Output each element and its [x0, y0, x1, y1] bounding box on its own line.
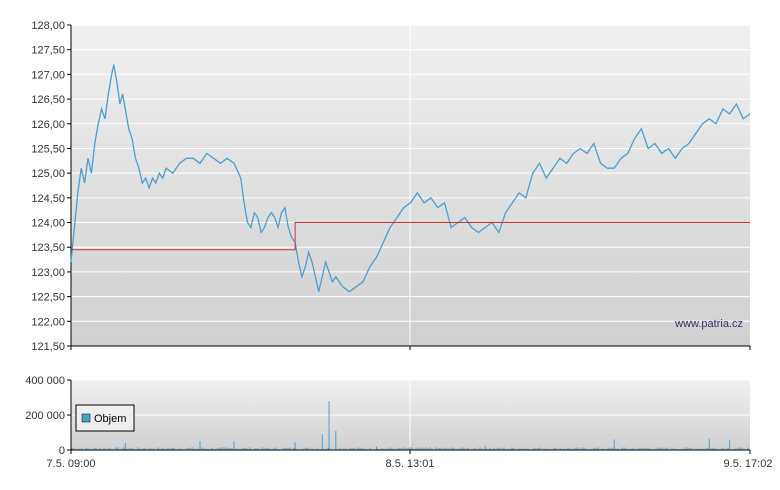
x-tick-label-start: 7.5. 09:00 [47, 458, 96, 470]
x-tick-label-end: 9.5. 17:02 [724, 458, 773, 470]
price-y-tick-label: 124,50 [31, 193, 65, 205]
price-y-tick-label: 127,50 [31, 45, 65, 57]
price-line [70, 64, 751, 293]
legend-swatch [81, 413, 91, 423]
price-y-tick-label: 121,50 [31, 341, 65, 353]
volume-y-tick-label: 200 000 [25, 410, 65, 422]
price-y-tick-label: 126,50 [31, 94, 65, 106]
price-y-tick-label: 122,00 [31, 316, 65, 328]
price-grid [67, 24, 750, 347]
price-y-tick-label: 126,00 [31, 119, 65, 131]
volume-panel: 400 000 200 000 0 Objem 7.5. 09:00 8.5. 13… [25, 375, 772, 470]
legend-label: Objem [94, 413, 126, 425]
price-series [70, 64, 751, 293]
price-y-tick-label: 125,50 [31, 143, 65, 155]
volume-y-tick-label: 0 [59, 445, 65, 457]
reference-line [71, 222, 750, 251]
price-y-tick-label: 128,00 [31, 20, 65, 32]
price-y-tick-label: 124,00 [31, 218, 65, 230]
price-y-tick-label: 123,50 [31, 242, 65, 254]
watermark: www.patria.cz [674, 318, 743, 330]
x-tick-label-mid: 8.5. 13:01 [386, 458, 435, 470]
price-y-tick-label: 123,00 [31, 267, 65, 279]
price-y-axis-labels: 128,00 127,50 127,00 126,50 126,00 125,50 125,… [31, 20, 65, 353]
volume-y-tick-label: 400 000 [25, 375, 65, 387]
volume-legend: Objem [75, 404, 135, 432]
price-y-tick-label: 122,50 [31, 292, 65, 304]
price-y-tick-label: 125,00 [31, 168, 65, 180]
volume-y-axis-labels: 400 000 200 000 0 [25, 375, 65, 457]
price-y-tick-label: 127,00 [31, 69, 65, 81]
price-panel: 128,00 127,50 127,00 126,50 126,00 125,50 125,… [31, 20, 751, 353]
